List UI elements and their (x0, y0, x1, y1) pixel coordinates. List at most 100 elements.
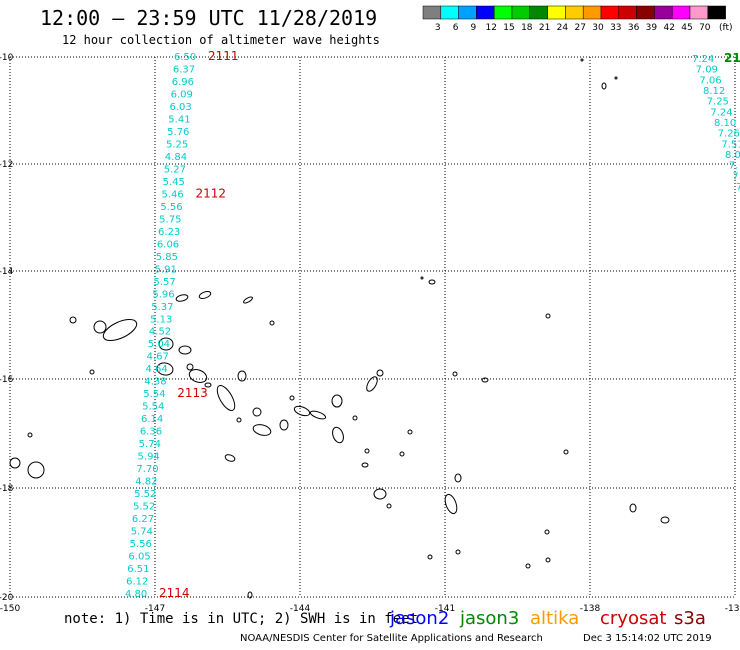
island-outline (454, 473, 462, 483)
island-outline (186, 363, 194, 371)
island-outline (69, 316, 77, 324)
swh-value: 5.45 (163, 177, 185, 188)
island-outline (481, 377, 489, 383)
axis-labels: -10 -12 -14 -16 -18 -20-150 -147 -144 -141 -138 -1… (0, 53, 740, 614)
swh-value: 7. (729, 161, 739, 172)
track-time-label: 2111 (208, 49, 239, 63)
legend-tick-label: 27 (574, 23, 585, 33)
island-outline (399, 451, 405, 457)
island-outline (89, 369, 95, 375)
legend-swatch (547, 5, 566, 20)
island-outline (252, 424, 272, 436)
swh-value: 7.09 (696, 65, 718, 76)
swh-value: 5.56 (130, 539, 152, 550)
legend-swatch (511, 5, 531, 20)
island-outline (629, 503, 637, 513)
legend-tick-label: 21 (539, 23, 550, 33)
swh-value: 5.54 (143, 389, 165, 400)
island-outline (331, 394, 343, 408)
island-outline (252, 407, 262, 417)
lat-tick-label: -14 (0, 267, 14, 277)
island-outline (544, 529, 550, 535)
legend-swatch (529, 5, 548, 20)
lat-tick-label: -10 (0, 53, 14, 63)
swh-value: 4.38 (144, 377, 166, 388)
mission-cryosat: cryosat (600, 608, 667, 629)
swh-value: 5.41 (168, 114, 190, 125)
island-outline (237, 370, 247, 382)
swh-value: 6.09 (171, 89, 193, 100)
legend-swatch (476, 5, 495, 20)
island-outline (289, 395, 295, 401)
legend-tick-label: 42 (663, 23, 674, 33)
page-subtitle: 12 hour collection of altimeter wave hei… (62, 33, 380, 47)
swh-value: 4.84 (165, 152, 187, 163)
island-outline (216, 385, 236, 411)
swh-value: 6.50 (174, 52, 196, 63)
legend-swatch (600, 5, 620, 20)
island-outline (9, 457, 21, 469)
legend-tick-label: 24 (557, 23, 569, 33)
lon-tick-label: -150 (0, 604, 20, 614)
swh-value: 5.46 (161, 189, 183, 200)
lon-tick-label: -144 (290, 604, 311, 614)
swh-value: 4.82 (135, 477, 157, 488)
track-time-label: 21 (724, 51, 740, 65)
swh-value: 4.64 (146, 364, 168, 375)
island-outline (452, 371, 458, 377)
swh-value: 7.24 (710, 107, 732, 118)
island-outline (188, 369, 208, 383)
color-legend: 3 6 9 12 15 18 21 24 27 30 33 36 39 42 45 70 (ft) (422, 5, 733, 33)
swh-value: 5.91 (155, 264, 177, 275)
island-outline (444, 493, 458, 515)
swh-value: 6.37 (173, 64, 195, 75)
lat-tick-label: -18 (0, 484, 14, 494)
island-outline (420, 276, 424, 280)
legend-unit: (ft) (719, 23, 733, 33)
island-outline (352, 415, 358, 421)
legend-tick-label: 30 (592, 23, 604, 33)
swh-value: 5.13 (150, 314, 172, 325)
island-outline (364, 448, 370, 454)
swh-value: 6.96 (172, 77, 194, 88)
legend-tick-label: 18 (521, 23, 533, 33)
island-outline (198, 291, 212, 299)
swh-value: 7.26 (718, 129, 740, 140)
legend-tick-label: 33 (610, 23, 621, 33)
swh-value: 7 (732, 171, 738, 182)
legend-tick-label: 12 (485, 23, 496, 33)
swh-value: 8.10 (714, 118, 736, 129)
swh-value: 6.27 (132, 514, 154, 525)
swh-value: 4.67 (147, 352, 169, 363)
swh-value: 7.06 (699, 75, 721, 86)
swh-value: 7.25 (707, 97, 729, 108)
mission-altika: altika (530, 608, 580, 629)
legend-swatch (689, 5, 709, 20)
mission-s3a: s3a (674, 608, 706, 629)
swh-value: 7 (736, 182, 740, 193)
island-outline (373, 488, 387, 500)
generated-timestamp: Dec 3 15:14:02 UTC 2019 (583, 633, 712, 644)
swh-value: 5.74 (139, 439, 161, 450)
island-outline (243, 296, 253, 304)
legend-swatch (636, 5, 655, 20)
swh-value: 7.51 (721, 139, 740, 150)
track-time-label: 2113 (177, 386, 208, 400)
legend-tick-label: 70 (699, 23, 711, 33)
island-outline (27, 432, 33, 438)
island-outline (102, 318, 138, 342)
lon-tick-label: -138 (580, 604, 601, 614)
legend-swatch (707, 5, 726, 20)
island-outline (293, 405, 311, 417)
swh-value: 6.06 (157, 239, 179, 250)
swh-value: 5.96 (152, 289, 174, 300)
track-time-label: 2112 (195, 186, 226, 200)
swh-value: 5.37 (151, 302, 173, 313)
legend-swatch (565, 5, 584, 20)
coastlines (9, 58, 670, 599)
legend-tick-label: 6 (453, 23, 459, 33)
swh-value: 5.54 (142, 402, 164, 413)
swh-value: 6.14 (141, 414, 163, 425)
swh-value: 5.25 (166, 139, 188, 150)
